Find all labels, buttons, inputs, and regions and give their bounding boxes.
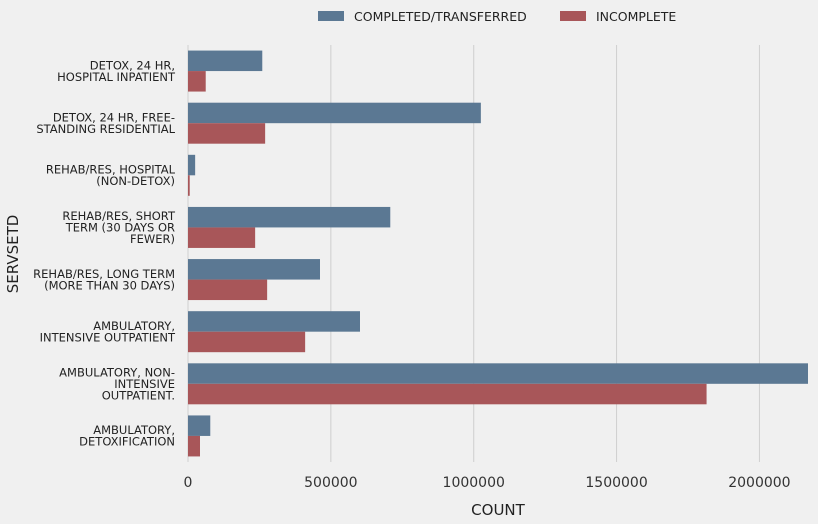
- category-label-line: REHAB/RES, LONG TERM: [33, 267, 175, 281]
- bar-completed: [188, 363, 808, 384]
- x-tick-label: 500000: [304, 475, 357, 491]
- bar-completed: [188, 311, 360, 332]
- legend-label: INCOMPLETE: [596, 9, 676, 24]
- category-label-line: REHAB/RES, HOSPITAL: [46, 163, 176, 177]
- bar-incomplete: [188, 123, 266, 144]
- bar-completed: [188, 102, 481, 124]
- bar-completed: [188, 415, 211, 436]
- category-label: DETOX, 24 HR, FREE-STANDING RESIDENTIAL: [36, 110, 175, 136]
- bar-incomplete: [188, 435, 200, 457]
- y-axis-title: SERVSETD: [4, 215, 22, 294]
- category-label-line: (NON-DETOX): [96, 174, 175, 188]
- bar-completed: [188, 154, 196, 176]
- category-label-line: HOSPITAL INPATIENT: [57, 70, 176, 84]
- category-label-line: TERM (30 DAYS OR: [65, 220, 175, 234]
- category-label: AMBULATORY, INTENSIVE OUTPATIENT: [40, 319, 176, 345]
- x-tick-labels: 0 500000 1000000 1500000 2000000: [184, 475, 791, 491]
- legend-label: COMPLETED/TRANSFERRED: [354, 9, 527, 24]
- category-label: REHAB/RES, HOSPITAL (NON-DETOX): [46, 163, 176, 189]
- category-label-line: FEWER): [130, 232, 175, 246]
- legend-swatch: [560, 11, 586, 21]
- category-label-line: OUTPATIENT.: [102, 388, 175, 402]
- x-axis-title: COUNT: [471, 501, 525, 519]
- bar-incomplete: [188, 227, 256, 248]
- x-tick-label: 2000000: [728, 475, 790, 491]
- legend: COMPLETED/TRANSFERRED INCOMPLETE: [318, 9, 676, 24]
- bar-completed: [188, 259, 320, 280]
- bar-incomplete: [188, 175, 190, 196]
- category-label-line: DETOX, 24 HR, FREE-: [53, 110, 175, 124]
- category-label-line: REHAB/RES, SHORT: [62, 209, 176, 223]
- bars: [188, 50, 808, 457]
- bar-incomplete: [188, 279, 268, 301]
- x-tick-label: 1500000: [585, 475, 647, 491]
- category-label-line: STANDING RESIDENTIAL: [36, 122, 175, 136]
- bar-incomplete: [188, 383, 707, 405]
- bar-incomplete: [188, 331, 306, 353]
- bar-completed: [188, 206, 391, 228]
- category-label-line: AMBULATORY,: [93, 423, 175, 437]
- category-label-line: AMBULATORY, NON-: [59, 365, 175, 379]
- category-label-line: AMBULATORY,: [93, 319, 175, 333]
- category-label-line: DETOXIFICATION: [79, 435, 175, 449]
- category-label: AMBULATORY, DETOXIFICATION: [79, 423, 175, 449]
- category-label-line: INTENSIVE OUTPATIENT: [40, 330, 176, 344]
- legend-swatch: [318, 11, 344, 21]
- category-label-line: (MORE THAN 30 DAYS): [44, 278, 175, 292]
- category-label: REHAB/RES, LONG TERM (MORE THAN 30 DAYS): [33, 267, 175, 293]
- x-tick-label: 1000000: [443, 475, 505, 491]
- category-label: DETOX, 24 HR, HOSPITAL INPATIENT: [57, 58, 176, 84]
- bar-incomplete: [188, 71, 206, 92]
- x-tick-label: 0: [184, 475, 193, 491]
- bar-completed: [188, 50, 263, 72]
- category-label-line: INTENSIVE: [114, 377, 175, 391]
- category-label: AMBULATORY, NON-INTENSIVE OUTPATIENT.: [59, 365, 175, 402]
- category-label: REHAB/RES, SHORT TERM (30 DAYS OR FEWER): [62, 209, 176, 246]
- category-label-line: DETOX, 24 HR,: [90, 58, 175, 72]
